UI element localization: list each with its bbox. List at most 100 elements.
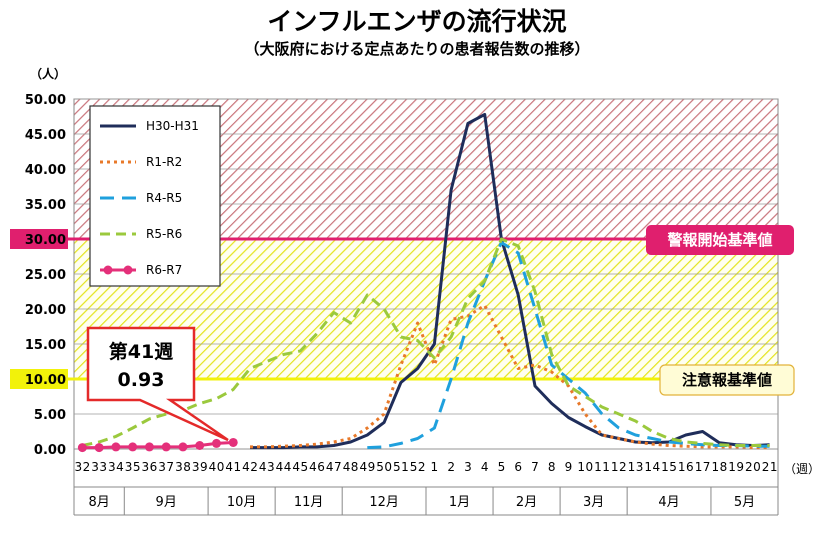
y-tick-label: 5.00 [34, 408, 66, 423]
month-label: 12月 [369, 495, 399, 510]
x-tick-label: 32 [75, 460, 91, 474]
data-point [128, 442, 138, 452]
y-tick-label: 35.00 [25, 198, 66, 213]
legend-label-R6-R7: R6-R7 [146, 263, 182, 277]
data-point [211, 438, 221, 448]
x-tick-label: 52 [410, 460, 426, 474]
x-tick-label: 15 [661, 460, 677, 474]
y-tick-label: 40.00 [25, 163, 66, 178]
series-line-R1-R2 [250, 304, 770, 450]
data-point [111, 442, 121, 452]
x-tick-label: 21 [762, 460, 778, 474]
data-point [94, 443, 104, 453]
x-tick-label: 45 [292, 460, 308, 474]
x-tick-label: 7 [531, 460, 539, 474]
x-tick-label: 9 [565, 460, 573, 474]
x-tick-label: 19 [728, 460, 744, 474]
legend-label-H30-H31: H30-H31 [146, 119, 199, 133]
month-label: 4月 [658, 495, 679, 510]
x-tick-label: 38 [175, 460, 191, 474]
legend-label-R4-R5: R4-R5 [146, 191, 182, 205]
month-label: 3月 [583, 495, 604, 510]
callout-box [86, 326, 229, 442]
x-tick-label: 17 [695, 460, 711, 474]
chart-subtitle: （大阪府における定点あたりの患者報告数の推移） [244, 40, 589, 58]
ytick-highlight-30 [10, 229, 68, 249]
x-tick-label: 2 [447, 460, 455, 474]
data-point [228, 437, 238, 447]
x-tick-label: 35 [125, 460, 141, 474]
x-tick-label: 51 [393, 460, 409, 474]
x-tick-label: 47 [326, 460, 342, 474]
y-tick-label: 0.00 [34, 443, 66, 458]
data-point [195, 441, 205, 450]
ytick-highlight-10 [10, 369, 68, 389]
y-tick-label: 15.00 [25, 338, 66, 353]
x-tick-label: 6 [514, 460, 522, 474]
legend-box [89, 105, 221, 287]
y-tick-label: 10.00 [25, 373, 66, 388]
month-label: 1月 [449, 495, 470, 510]
data-point [144, 442, 154, 452]
x-tick-label: 3 [464, 460, 472, 474]
series-line-R4-R5 [367, 241, 770, 450]
x-tick-label: 16 [678, 460, 694, 474]
x-tick-label: 34 [108, 460, 124, 474]
caution-badge-label: 注意報基準値 [682, 371, 772, 389]
y-tick-label: 30.00 [25, 233, 66, 248]
legend-marker [103, 265, 113, 275]
legend-label-R1-R2: R1-R2 [146, 155, 182, 169]
series-line-H30-H31 [250, 112, 770, 450]
x-tick-label: 11 [594, 460, 610, 474]
series-lines [77, 112, 770, 453]
x-tick-label: 33 [91, 460, 107, 474]
x-tick-label: 43 [259, 460, 275, 474]
alarm-badge-label: 警報開始基準値 [666, 231, 772, 249]
y-tick-label: 50.00 [25, 93, 66, 108]
data-point [161, 442, 171, 452]
x-tick-label: 20 [745, 460, 761, 474]
series-line-R6-R7 [82, 441, 234, 450]
y-tick-label: 25.00 [25, 268, 66, 283]
month-label: 8月 [89, 495, 110, 510]
x-tick-label: 46 [309, 460, 325, 474]
x-tick-label: 13 [628, 460, 644, 474]
x-tick-label: 18 [711, 460, 727, 474]
x-axis: 32 33 34 35 36 37 38 39 40 41 42 43 44 45 46 47 48 49 50 51… [73, 449, 779, 516]
month-label: 10月 [227, 495, 257, 510]
x-tick-label: 49 [359, 460, 375, 474]
x-tick-label: 8 [548, 460, 556, 474]
month-label: 5月 [734, 495, 755, 510]
x-tick-label: 42 [242, 460, 258, 474]
y-axis-ticks: 0.00 5.00 10.00 15.00 20.00 25.00 30.00 35.00 40… [25, 93, 66, 458]
x-tick-label: 39 [192, 460, 208, 474]
x-tick-label: 10 [577, 460, 593, 474]
x-tick-label: 40 [209, 460, 225, 474]
x-tick-label: 37 [158, 460, 174, 474]
x-tick-label: 5 [498, 460, 506, 474]
callout-week: 第41週 [109, 340, 173, 363]
x-tick-label: 12 [611, 460, 627, 474]
x-tick-label: 48 [343, 460, 359, 474]
x-unit-label: （週） [784, 462, 820, 476]
month-label: 9月 [156, 495, 177, 510]
x-tick-label: 44 [276, 460, 292, 474]
y-unit-label: （人） [30, 66, 66, 81]
chart-title: インフルエンザの流行状況 [267, 7, 566, 36]
x-tick-label: 36 [142, 460, 158, 474]
month-label: 11月 [294, 495, 324, 510]
legend-marker [123, 265, 133, 275]
y-tick-label: 20.00 [25, 303, 66, 318]
month-label: 2月 [516, 495, 537, 510]
callout-value: 0.93 [118, 369, 165, 391]
data-point [178, 442, 188, 452]
alarm-badge [646, 225, 794, 255]
caution-badge [659, 364, 795, 396]
x-tick-label: 50 [376, 460, 392, 474]
week41-callout: 第41週 0.93 [86, 326, 229, 442]
legend-label-R5-R6: R5-R6 [146, 227, 182, 241]
data-point [77, 443, 87, 453]
legend: H30-H31 R1-R2 R4-R5 R5-R6 R6-R7 [89, 105, 221, 287]
